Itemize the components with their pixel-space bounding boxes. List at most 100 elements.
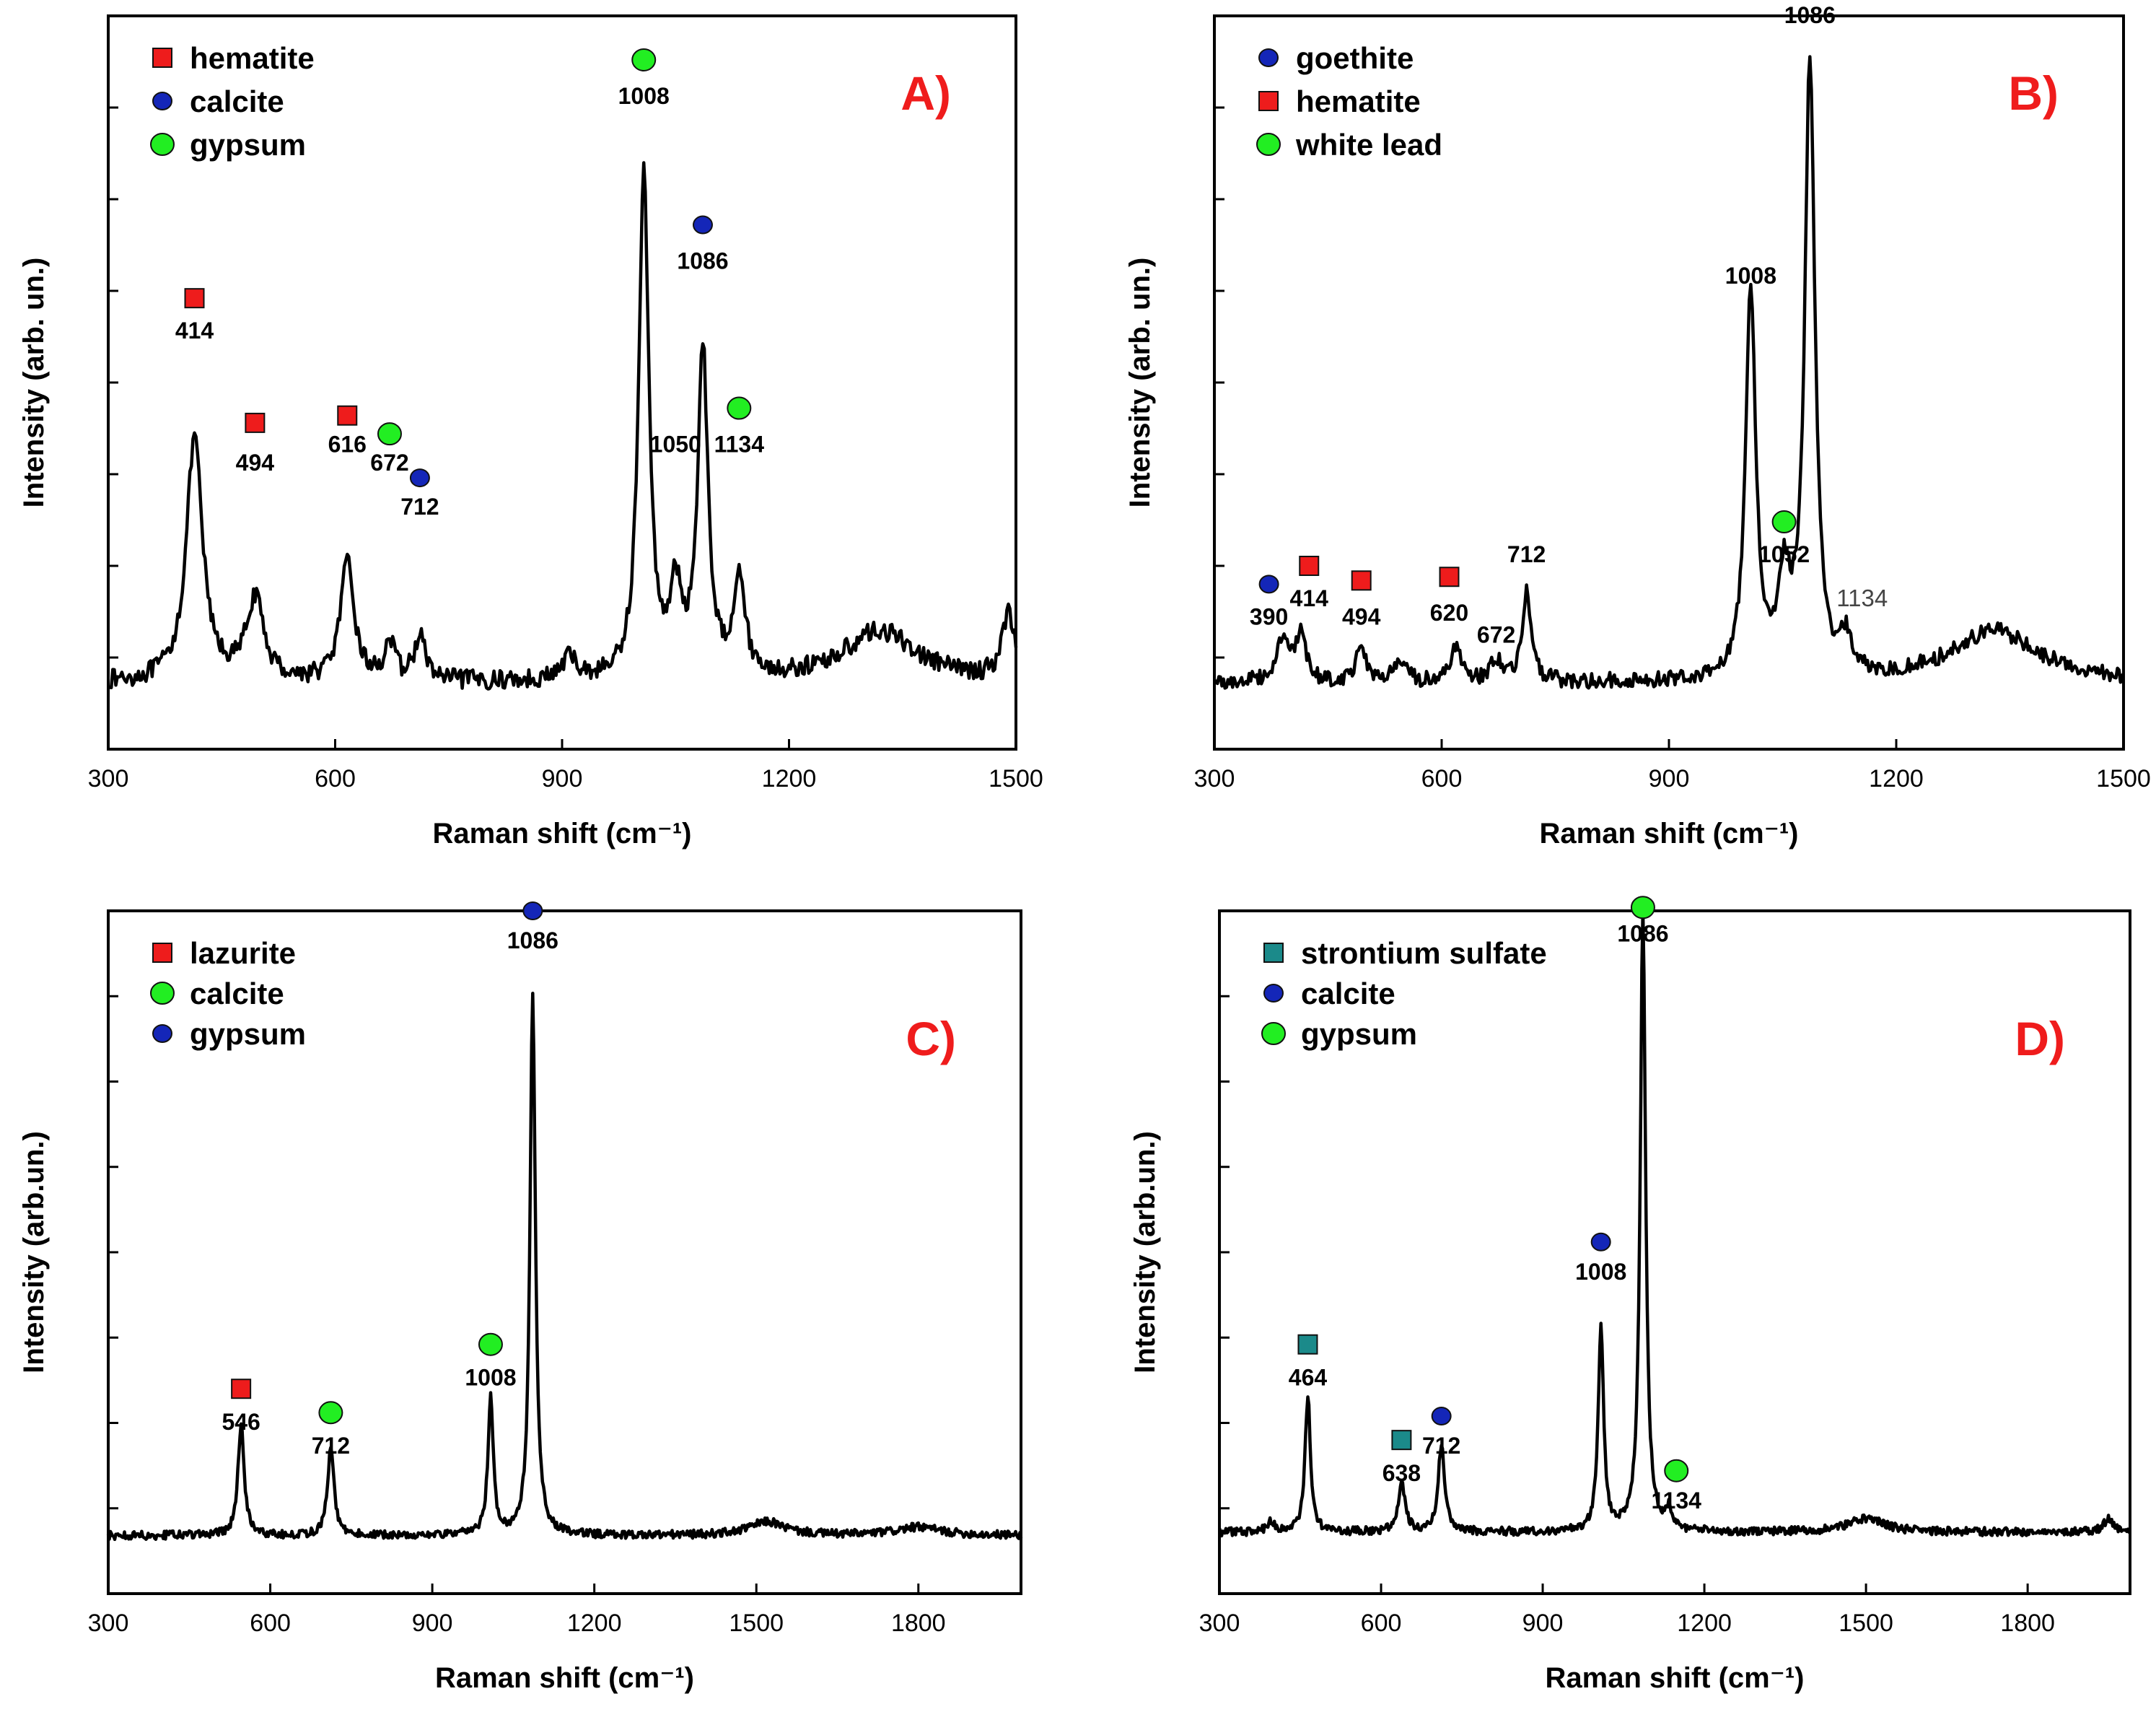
peak-label: 1008 [465, 1364, 516, 1390]
x-tick-label: 600 [315, 765, 356, 792]
x-tick-label: 1200 [1869, 765, 1924, 792]
legend-label: hematite [190, 41, 315, 75]
legend-label: calcite [190, 84, 284, 118]
legend-marker-red-square [1258, 91, 1279, 111]
legend-label: hematite [1296, 84, 1421, 118]
x-tick-label: 600 [250, 1610, 291, 1637]
peak-marker-blue-circle [409, 468, 430, 488]
panel-label: B) [2008, 66, 2059, 120]
spectrum-line [107, 161, 1018, 691]
x-tick-label: 1800 [2000, 1610, 2055, 1637]
x-tick-label: 300 [1194, 765, 1235, 792]
peak-marker-red-square [245, 412, 266, 433]
peak-label: 712 [312, 1433, 350, 1459]
legend-marker-red-square [152, 943, 172, 963]
y-axis-label: Intensity (arb. un.) [18, 258, 50, 508]
x-tick-label: 600 [1421, 765, 1463, 792]
peak-marker-green-circle [478, 1332, 503, 1356]
peak-marker-blue-circle [1590, 1232, 1611, 1252]
panel-c: 300 600 900 1200 1500 1800 Raman shift (cm⁻¹) I… [18, 901, 1023, 1694]
x-tick-label: 300 [88, 1610, 129, 1637]
panel-label: C) [906, 1012, 956, 1065]
peak-label: 390 [1250, 603, 1288, 629]
x-axis-label: Raman shift (cm⁻¹) [1546, 1662, 1805, 1694]
peak-label: 672 [1477, 622, 1515, 648]
x-tick-label: 900 [1649, 765, 1690, 792]
legend-label: goethite [1296, 41, 1414, 75]
peak-label: 638 [1382, 1460, 1421, 1486]
plot-frame [1213, 14, 2125, 751]
legend-marker-blue-circle [1263, 984, 1284, 1003]
x-tick-label: 900 [542, 765, 583, 792]
legend-marker-green-circle [150, 982, 175, 1005]
x-tick-label: 1200 [762, 765, 817, 792]
peak-label: 1086 [507, 927, 558, 953]
legend-marker-blue-circle [152, 1024, 172, 1043]
peak-marker-green-circle [631, 48, 657, 71]
spectrum-line [1217, 907, 2131, 1538]
panel-label: D) [2015, 1012, 2065, 1065]
x-tick-label: 1800 [891, 1610, 946, 1637]
peak-marker-red-square [184, 288, 205, 309]
x-tick-label: 900 [1522, 1610, 1564, 1637]
x-axis-label: Raman shift (cm⁻¹) [433, 818, 692, 850]
peak-label: 1134 [1836, 585, 1888, 611]
peak-label: 414 [175, 318, 214, 344]
y-axis-label: Intensity (arb. un.) [1124, 258, 1156, 508]
legend-marker-green-circle [1256, 133, 1281, 156]
x-axis-label: Raman shift (cm⁻¹) [1540, 818, 1799, 850]
peak-marker-red-square [1351, 570, 1372, 591]
peak-marker-green-circle [727, 396, 752, 420]
peak-marker-green-circle [377, 422, 402, 446]
peak-label: 1052 [1758, 541, 1810, 567]
x-tick-label: 1200 [567, 1610, 622, 1637]
peak-label: 464 [1289, 1364, 1328, 1390]
peak-marker-blue-circle [1431, 1407, 1452, 1426]
peak-label: 414 [1290, 585, 1329, 611]
peak-marker-red-square [337, 405, 358, 426]
peak-label: 1008 [1725, 263, 1776, 289]
peak-marker-red-square [1299, 556, 1320, 576]
peak-label: 546 [222, 1409, 260, 1435]
peak-label: 1134 [714, 432, 765, 458]
peak-label: 1086 [1617, 921, 1668, 947]
peak-label: 712 [1507, 541, 1546, 567]
legend-marker-green-circle [1261, 1022, 1286, 1045]
y-axis-label: Intensity (arb.un.) [18, 1131, 50, 1373]
peak-marker-blue-circle [522, 901, 543, 920]
spectrum-line [1213, 55, 2125, 690]
peak-label: 620 [1430, 600, 1468, 626]
peak-label: 1086 [677, 248, 728, 274]
x-tick-label: 600 [1361, 1610, 1402, 1637]
peak-label: 1008 [1575, 1259, 1626, 1285]
x-tick-label: 1500 [989, 765, 1043, 792]
peak-label: 494 [1342, 603, 1381, 629]
panel-label: A) [900, 66, 951, 120]
legend-label: calcite [1301, 977, 1395, 1010]
panel-d: 300 600 900 1200 1500 1800 Raman shift (cm⁻¹) I… [1129, 896, 2131, 1694]
x-tick-label: 300 [88, 765, 129, 792]
x-tick-label: 300 [1199, 1610, 1240, 1637]
legend-label: gypsum [190, 128, 306, 162]
peak-marker-red-square [1439, 567, 1460, 588]
peak-label: 1134 [1652, 1488, 1702, 1514]
peak-marker-teal-square [1391, 1430, 1412, 1451]
legend-marker-red-square [152, 48, 172, 68]
x-axis-label: Raman shift (cm⁻¹) [435, 1662, 694, 1694]
peak-label: 1050 [650, 432, 701, 458]
legend-label: calcite [190, 977, 284, 1010]
peak-label: 712 [400, 494, 439, 520]
spectrum-line [106, 992, 1023, 1542]
peak-label: 712 [1422, 1433, 1460, 1459]
legend-label: gypsum [1301, 1017, 1417, 1051]
peak-label: 672 [370, 450, 408, 476]
panel-b: 300 600 900 1200 1500 Raman shift (cm⁻¹) Inten… [1124, 2, 2151, 850]
legend-marker-teal-square [1263, 943, 1284, 963]
peak-marker-blue-circle [1258, 575, 1279, 594]
peak-label: 1008 [618, 83, 670, 109]
peak-label: 616 [328, 432, 367, 458]
legend-label: lazurite [190, 936, 296, 970]
peak-label: 1086 [1784, 2, 1836, 28]
legend-marker-blue-circle [152, 92, 172, 110]
